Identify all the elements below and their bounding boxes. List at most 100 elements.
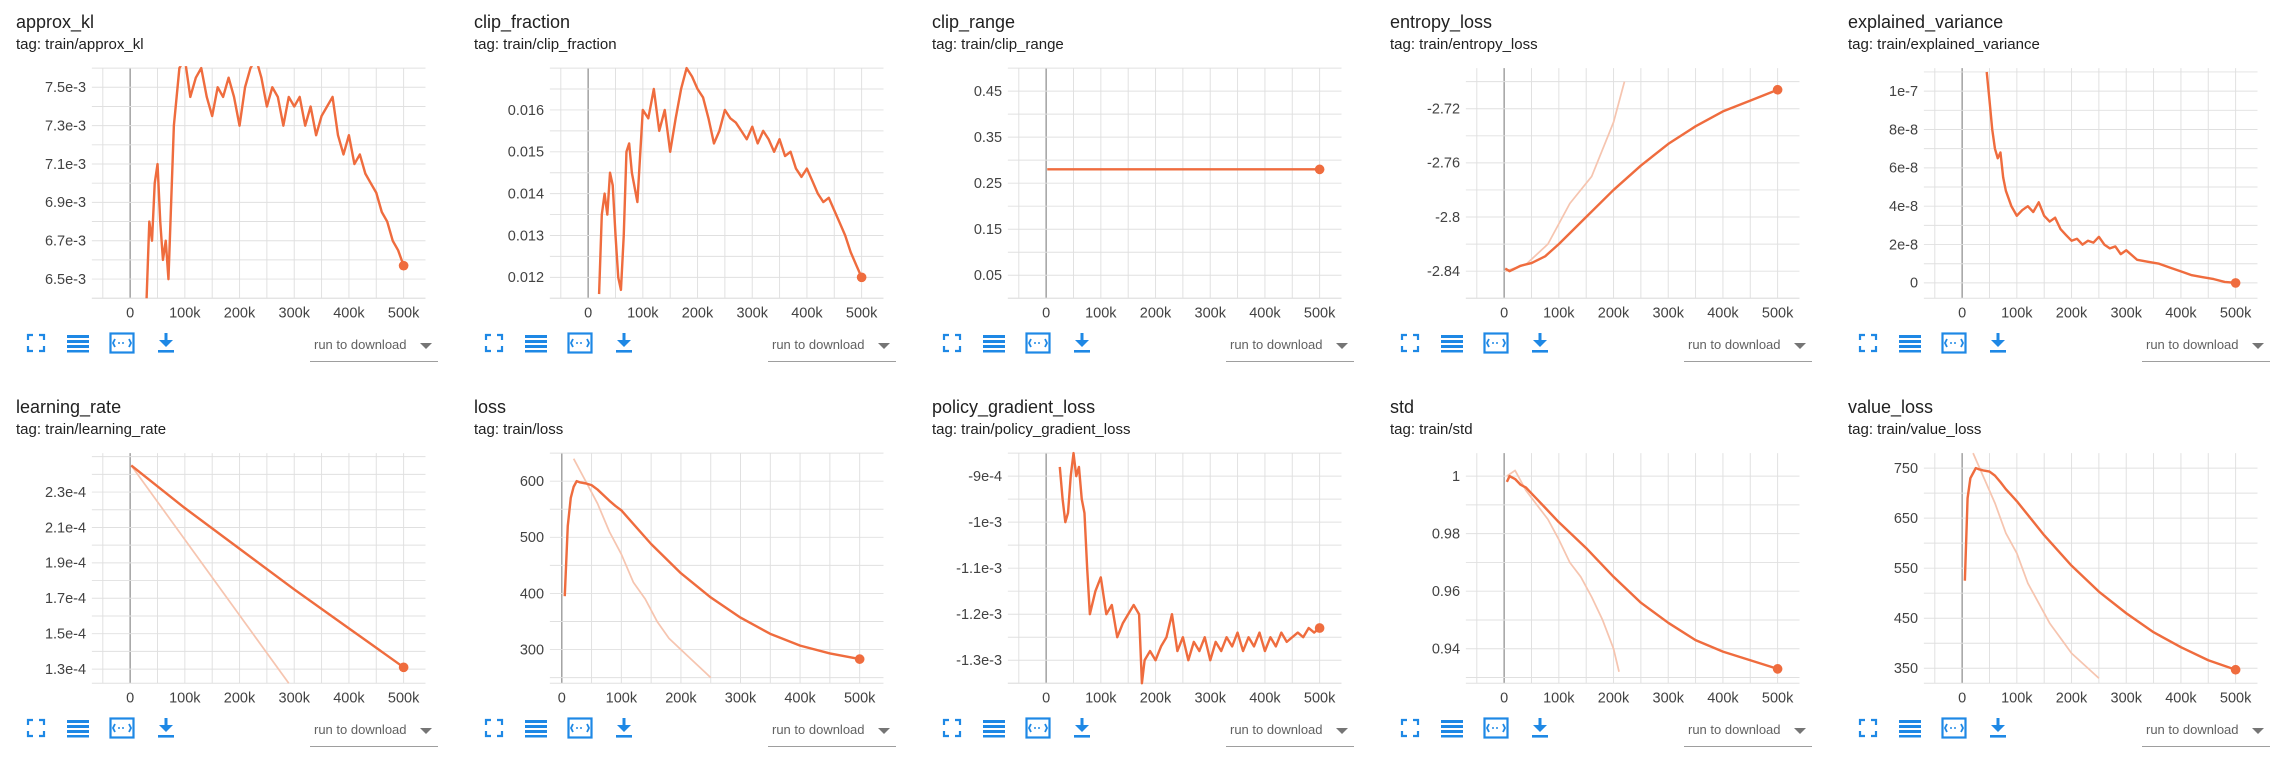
data-table-button[interactable] (1438, 716, 1466, 744)
y-tick-label: 0.014 (508, 186, 544, 202)
fullscreen-button[interactable] (22, 716, 50, 744)
data-table-button[interactable] (980, 716, 1008, 744)
fullscreen-button[interactable] (1854, 331, 1882, 359)
x-tick-label: 100k (2001, 691, 2033, 707)
card-tag: tag: train/explained_variance (1848, 36, 2040, 53)
fit-domain-button[interactable] (108, 716, 136, 744)
fit-domain-button[interactable] (1940, 331, 1968, 359)
data-table-button[interactable] (980, 331, 1008, 359)
line-chart[interactable]: 0.94 0.96 0.98 1 0 100k 200k 300k 400k 500k (1374, 441, 1814, 707)
card-tag: tag: train/policy_gradient_loss (932, 421, 1131, 438)
run-to-download-select[interactable]: run to download (2142, 331, 2270, 362)
line-chart[interactable]: 0.05 0.15 0.25 0.35 0.45 0 100k 200k 300k 400k 500… (916, 56, 1356, 322)
data-table-button[interactable] (1896, 331, 1924, 359)
chart-card-std: std tag: train/std 0.94 0.96 0.98 1 0 100k 200k 3… (1374, 385, 1814, 755)
fullscreen-button[interactable] (938, 716, 966, 744)
run-to-download-select[interactable]: run to download (1226, 716, 1354, 747)
x-tick-label: 300k (1653, 691, 1685, 707)
fullscreen-button[interactable] (938, 331, 966, 359)
run-to-download-label: run to download (2146, 722, 2239, 737)
card-title: entropy_loss (1390, 12, 1493, 32)
line-chart[interactable]: 0 2e-8 4e-8 6e-8 8e-8 1e-7 0 100k 200k 300k 400k 50… (1832, 56, 2272, 322)
x-tick-label: 100k (169, 691, 201, 707)
fit-domain-button[interactable] (108, 331, 136, 359)
x-tick-label: 300k (1195, 306, 1227, 322)
y-tick-label: -1.3e-3 (956, 653, 1002, 669)
line-chart[interactable]: 300 400 500 600 0 100k 200k 300k 400k 500k (458, 441, 898, 707)
y-tick-label: 2e-8 (1889, 237, 1918, 253)
fit-domain-button[interactable] (1024, 716, 1052, 744)
download-button[interactable] (1068, 716, 1096, 744)
data-table-button[interactable] (1896, 716, 1924, 744)
line-chart[interactable]: -2.84 -2.8 -2.76 -2.72 0 100k 200k 300k 400k 500k (1374, 56, 1814, 322)
run-to-download-select[interactable]: run to download (1684, 331, 1812, 362)
run-to-download-select[interactable]: run to download (2142, 716, 2270, 747)
download-button[interactable] (1068, 331, 1096, 359)
y-tick-label: 7.1e-3 (45, 157, 86, 173)
download-button[interactable] (610, 331, 638, 359)
y-tick-label: 0.15 (974, 222, 1002, 238)
fullscreen-button[interactable] (1396, 716, 1424, 744)
fullscreen-button[interactable] (1854, 716, 1882, 744)
x-tick-label: 0 (126, 306, 134, 322)
download-icon (614, 717, 634, 744)
download-button[interactable] (610, 716, 638, 744)
data-table-button[interactable] (522, 331, 550, 359)
fit-domain-button[interactable] (1482, 331, 1510, 359)
y-tick-label: 4e-8 (1889, 199, 1918, 215)
line-chart[interactable]: -1.3e-3 -1.2e-3 -1.1e-3 -1e-3 -9e-4 0 100k 200k… (916, 441, 1356, 707)
line-chart[interactable]: 0.012 0.013 0.014 0.015 0.016 0 100k 200k 300k 40… (458, 56, 898, 322)
download-button[interactable] (1984, 331, 2012, 359)
fit-domain-icon (1941, 716, 1967, 744)
data-table-icon (1440, 333, 1464, 358)
smoothed-series-line (1985, 71, 2236, 285)
y-tick-label: 500 (520, 530, 544, 546)
y-tick-label: 600 (520, 474, 544, 490)
x-tick-label: 100k (1085, 306, 1117, 322)
data-table-icon (982, 333, 1006, 358)
run-to-download-select[interactable]: run to download (768, 331, 896, 362)
fullscreen-button[interactable] (480, 716, 508, 744)
x-tick-label: 100k (627, 306, 659, 322)
y-tick-label: 0.016 (508, 103, 544, 119)
run-to-download-select[interactable]: run to download (768, 716, 896, 747)
download-button[interactable] (1984, 716, 2012, 744)
fit-domain-button[interactable] (1940, 716, 1968, 744)
data-table-button[interactable] (1438, 331, 1466, 359)
x-tick-label: 500k (2220, 306, 2252, 322)
download-button[interactable] (1526, 716, 1554, 744)
download-button[interactable] (152, 331, 180, 359)
data-table-button[interactable] (64, 331, 92, 359)
chevron-down-icon (420, 343, 432, 349)
run-to-download-select[interactable]: run to download (310, 331, 438, 362)
fullscreen-icon (942, 333, 962, 358)
card-title: explained_variance (1848, 12, 2004, 32)
y-tick-label: 0.05 (974, 268, 1002, 284)
fit-domain-button[interactable] (566, 716, 594, 744)
line-chart[interactable]: 1.3e-4 1.5e-4 1.7e-4 1.9e-4 2.1e-4 2.3e-4 0 100… (0, 441, 440, 707)
fit-domain-button[interactable] (1482, 716, 1510, 744)
fullscreen-button[interactable] (480, 331, 508, 359)
run-to-download-select[interactable]: run to download (1684, 716, 1812, 747)
download-button[interactable] (1526, 331, 1554, 359)
fit-domain-button[interactable] (566, 331, 594, 359)
y-tick-label: 2.1e-4 (45, 520, 86, 536)
data-table-button[interactable] (522, 716, 550, 744)
x-tick-label: 0 (126, 691, 134, 707)
line-chart[interactable]: 6.5e-3 6.7e-3 6.9e-3 7.1e-3 7.3e-3 7.5e-3 0 100… (0, 56, 440, 322)
y-tick-label: -9e-4 (968, 469, 1002, 485)
last-value-marker (856, 272, 867, 283)
fullscreen-button[interactable] (1396, 331, 1424, 359)
fullscreen-button[interactable] (22, 331, 50, 359)
y-tick-label: 2.3e-4 (45, 485, 86, 501)
run-to-download-select[interactable]: run to download (1226, 331, 1354, 362)
line-chart[interactable]: 350 450 550 650 750 0 100k 200k 300k 400k 500k (1832, 441, 2272, 707)
x-tick-label: 300k (279, 691, 311, 707)
download-button[interactable] (152, 716, 180, 744)
smoothed-series-line (145, 66, 405, 299)
run-to-download-select[interactable]: run to download (310, 716, 438, 747)
fit-domain-button[interactable] (1024, 331, 1052, 359)
x-tick-label: 500k (388, 306, 420, 322)
data-table-button[interactable] (64, 716, 92, 744)
card-tag: tag: train/entropy_loss (1390, 36, 1538, 53)
